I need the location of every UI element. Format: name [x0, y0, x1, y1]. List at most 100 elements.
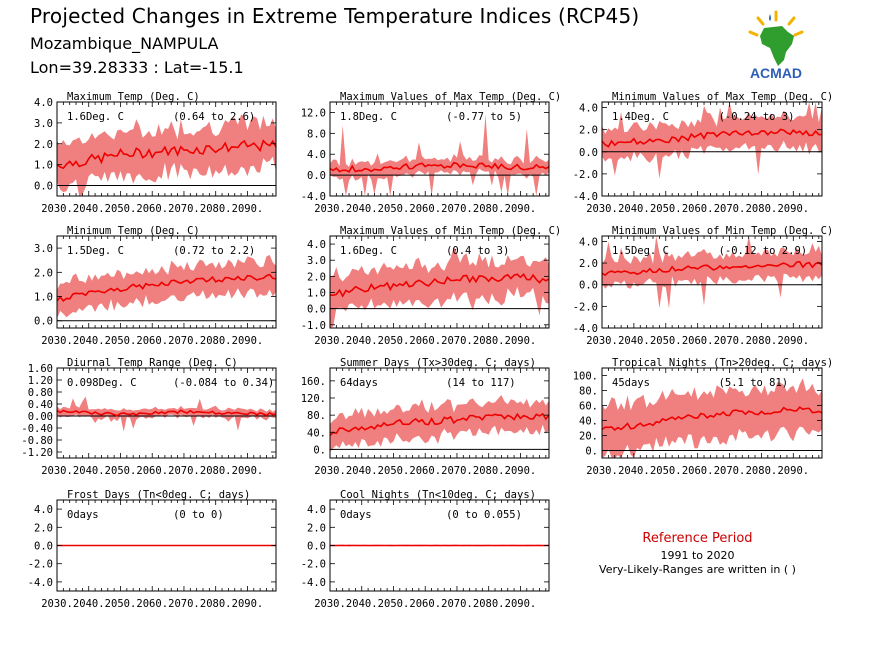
- x-tick-label: 2080.: [746, 203, 778, 215]
- y-tick-label: 100.: [573, 371, 598, 383]
- x-tick-label: 2090.: [505, 465, 537, 477]
- x-tick-label: 2070.: [714, 465, 746, 477]
- y-tick-label: 120.: [301, 393, 326, 405]
- x-tick-label: 2030.: [314, 335, 346, 347]
- y-tick-label: 0.0: [579, 280, 598, 292]
- y-tick-label: 3.0: [34, 243, 53, 255]
- x-tick-label: 2050.: [105, 335, 137, 347]
- y-tick-label: 4.0: [307, 504, 326, 516]
- y-tick-label: 2.0: [34, 522, 53, 534]
- x-tick-label: 2060.: [682, 203, 714, 215]
- x-tick-label: 2070.: [168, 203, 200, 215]
- x-tick-label: 2030.: [586, 335, 618, 347]
- mean-line: [329, 273, 550, 298]
- chart-title: Maximum Values of Max Temp (Deg. C): [340, 91, 561, 103]
- y-tick-label: 0.80: [28, 387, 53, 399]
- plot-frame: [601, 367, 823, 459]
- x-tick-label: 2040.: [618, 335, 650, 347]
- range-label: (-0.24 to 3): [719, 111, 795, 123]
- range-label: (-0.084 to 0.34): [173, 377, 274, 389]
- x-tick-label: 2090.: [777, 335, 809, 347]
- x-tick-label: 2050.: [378, 598, 410, 610]
- chart-panel-10: 2030. 2040. 2050. 2060. 2070. 2080. 2090. -4.0 -…: [28, 489, 277, 610]
- x-tick-label: 2060.: [136, 465, 168, 477]
- x-tick-label: 2030.: [586, 203, 618, 215]
- x-tick-label: 2030.: [41, 598, 73, 610]
- x-tick-label: 2040.: [73, 465, 105, 477]
- chart-panel-7: 2030. 2040. 2050. 2060. 2070. 2080. 2090. -1.20…: [21, 357, 277, 477]
- chart-title: Maximum Temp (Deg. C): [67, 91, 200, 103]
- x-tick-label: 2060.: [136, 203, 168, 215]
- y-tick-label: -2.0: [301, 559, 326, 571]
- range-label: (0 to 0.055): [446, 509, 522, 521]
- x-tick-label: 2060.: [136, 335, 168, 347]
- x-tick-label: 2050.: [650, 465, 682, 477]
- chart-title: Minimum Temp (Deg. C): [67, 225, 200, 237]
- y-tick-label: 40.: [579, 416, 598, 428]
- range-label: (0.72 to 2.2): [173, 245, 255, 257]
- value-label: 64days: [340, 377, 378, 389]
- y-tick-label: 1.0: [34, 160, 53, 172]
- mean-line: [56, 139, 277, 170]
- plot-frame: [56, 101, 277, 197]
- uncertainty-band: [330, 246, 549, 328]
- value-label: 1.4Deg. C: [612, 111, 669, 123]
- x-tick-label: 2040.: [346, 335, 378, 347]
- y-tick-label: 0.0: [34, 541, 53, 553]
- x-tick-label: 2090.: [505, 335, 537, 347]
- uncertainty-band: [57, 114, 276, 196]
- y-tick-label: 0.0: [307, 304, 326, 316]
- x-tick-label: 2040.: [73, 598, 105, 610]
- x-tick-label: 2030.: [41, 465, 73, 477]
- y-tick-label: 80.: [579, 386, 598, 398]
- x-tick-label: 2090.: [232, 203, 264, 215]
- y-tick-label: 3.0: [307, 255, 326, 267]
- uncertainty-band: [57, 255, 276, 319]
- mean-line: [329, 412, 550, 436]
- y-tick-label: -4.0: [301, 191, 326, 203]
- x-tick-label: 2060.: [409, 598, 441, 610]
- x-tick-label: 2050.: [378, 465, 410, 477]
- y-tick-label: 2.0: [34, 267, 53, 279]
- x-tick-label: 2080.: [200, 335, 232, 347]
- chart-panel-5: 2030. 2040. 2050. 2060. 2070. 2080. 2090. -1.0 0…: [301, 225, 562, 347]
- uncertainty-band: [602, 236, 822, 309]
- x-tick-label: 2070.: [168, 598, 200, 610]
- x-tick-label: 2080.: [746, 335, 778, 347]
- x-tick-label: 2080.: [473, 203, 505, 215]
- y-tick-label: -0.80: [21, 435, 53, 447]
- value-label: 1.6Deg. C: [67, 111, 124, 123]
- y-tick-label: 4.0: [579, 103, 598, 115]
- plot-frame: [56, 235, 277, 329]
- chart-panel-6: 2030. 2040. 2050. 2060. 2070. 2080. 2090. -4.0 -…: [573, 225, 834, 347]
- range-label: (0.4 to 3): [446, 245, 509, 257]
- mean-line: [56, 409, 277, 417]
- x-tick-label: 2070.: [441, 465, 473, 477]
- x-tick-label: 2080.: [200, 203, 232, 215]
- y-tick-label: 0.0: [34, 181, 53, 193]
- y-tick-label: 0.: [585, 446, 598, 458]
- value-label: 0.098Deg. C: [67, 377, 137, 389]
- mean-line: [601, 128, 822, 148]
- x-tick-label: 2050.: [105, 598, 137, 610]
- y-tick-label: 0.0: [34, 316, 53, 328]
- y-tick-label: 4.0: [34, 504, 53, 516]
- chart-title: Diurnal Temp Range (Deg. C): [67, 357, 238, 369]
- location-label: Mozambique_NAMPULA: [30, 34, 219, 53]
- range-label: (5.1 to 81): [719, 377, 789, 389]
- y-tick-label: 1.20: [28, 375, 53, 387]
- page-title: Projected Changes in Extreme Temperature…: [30, 4, 640, 28]
- chart-panel-3: 2030. 2040. 2050. 2060. 2070. 2080. 2090. -4.0 -…: [573, 91, 834, 215]
- x-tick-label: 2060.: [136, 598, 168, 610]
- y-tick-label: 2.0: [579, 125, 598, 137]
- x-tick-label: 2070.: [714, 335, 746, 347]
- range-label: (0 to 0): [173, 509, 224, 521]
- x-tick-label: 2040.: [618, 203, 650, 215]
- x-tick-label: 2060.: [409, 203, 441, 215]
- x-tick-label: 2030.: [314, 465, 346, 477]
- y-tick-label: 2.0: [34, 139, 53, 151]
- uncertainty-band: [602, 378, 822, 458]
- y-tick-label: 40.: [307, 427, 326, 439]
- x-tick-label: 2030.: [314, 203, 346, 215]
- y-tick-label: 4.0: [307, 149, 326, 161]
